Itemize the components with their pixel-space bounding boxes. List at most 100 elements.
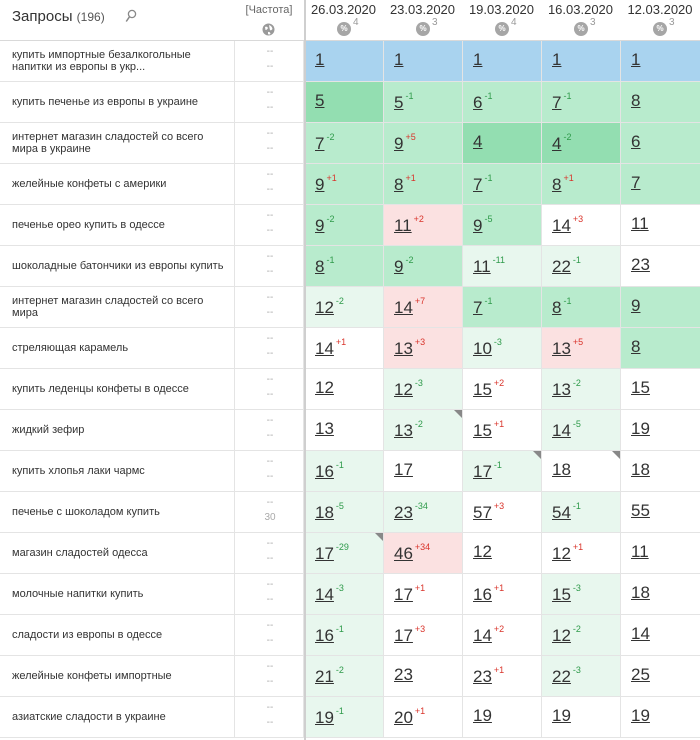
position-link[interactable]: 12 — [473, 542, 492, 562]
percent-icon[interactable]: % — [495, 22, 509, 36]
position-link[interactable]: 10 -3 — [473, 337, 502, 359]
position-link[interactable]: 17 -1 — [473, 460, 502, 482]
percent-icon[interactable]: % — [337, 22, 351, 36]
query-text[interactable]: шоколадные батончики из европы купить — [12, 260, 224, 272]
query-text[interactable]: интернет магазин сладостей со всего мира — [12, 295, 204, 319]
position-link[interactable]: 19 — [552, 706, 571, 726]
position-link[interactable]: 16 -1 — [315, 460, 344, 482]
position-link[interactable]: 8 -1 — [552, 296, 571, 318]
position-link[interactable]: 9 — [631, 296, 640, 316]
date-column-header[interactable]: 26.03.2020 — [310, 2, 377, 17]
query-text[interactable]: молочные напитки купить — [12, 588, 144, 600]
position-link[interactable]: 19 — [473, 706, 492, 726]
position-link[interactable]: 14 +7 — [394, 296, 425, 318]
position-link[interactable]: 6 -1 — [473, 91, 492, 113]
position-link[interactable]: 7 -2 — [315, 132, 334, 154]
position-link[interactable]: 7 -1 — [473, 173, 492, 195]
position-link[interactable]: 19 — [631, 706, 650, 726]
query-text[interactable]: интернет магазин сладостей со всего мира… — [12, 131, 204, 155]
position-link[interactable]: 9 -2 — [315, 214, 334, 236]
position-link[interactable]: 8 — [631, 337, 640, 357]
query-text[interactable]: стреляющая карамель — [12, 342, 129, 354]
position-link[interactable]: 13 — [315, 419, 334, 439]
position-link[interactable]: 9 -2 — [394, 255, 413, 277]
position-link[interactable]: 11 — [631, 214, 649, 234]
note-corner-icon[interactable] — [375, 533, 383, 541]
position-link[interactable]: 23 — [394, 665, 413, 685]
position-link[interactable]: 13 -2 — [394, 419, 423, 441]
queries-header[interactable]: Запросы (196) — [12, 8, 105, 25]
position-link[interactable]: 23 -34 — [394, 501, 428, 523]
position-link[interactable]: 11 -11 — [473, 255, 505, 277]
position-link[interactable]: 57 +3 — [473, 501, 504, 523]
position-link[interactable]: 1 — [315, 50, 324, 70]
note-corner-icon[interactable] — [533, 451, 541, 459]
position-link[interactable]: 5 -1 — [394, 91, 413, 113]
position-link[interactable]: 11 — [631, 542, 649, 562]
position-link[interactable]: 7 -1 — [473, 296, 492, 318]
position-link[interactable]: 12 — [315, 378, 334, 398]
query-text[interactable]: печенье с шоколадом купить — [12, 506, 160, 518]
position-link[interactable]: 13 -2 — [552, 378, 581, 400]
position-link[interactable]: 8 +1 — [552, 173, 574, 195]
query-text[interactable]: жидкий зефир — [12, 424, 85, 436]
position-link[interactable]: 7 -1 — [552, 91, 571, 113]
date-column-header[interactable]: 12.03.2020 — [627, 2, 693, 17]
note-corner-icon[interactable] — [454, 410, 462, 418]
position-link[interactable]: 12 -2 — [552, 624, 581, 646]
position-link[interactable]: 14 +2 — [473, 624, 504, 646]
frequency-header[interactable]: [Частота] — [245, 4, 293, 16]
position-link[interactable]: 8 — [631, 91, 640, 111]
position-link[interactable]: 13 +5 — [552, 337, 583, 359]
position-link[interactable]: 14 -3 — [315, 583, 344, 605]
query-text[interactable]: магазин сладостей одесса — [12, 547, 148, 559]
position-link[interactable]: 13 +3 — [394, 337, 425, 359]
position-link[interactable]: 14 -5 — [552, 419, 581, 441]
position-link[interactable]: 17 +1 — [394, 583, 425, 605]
query-text[interactable]: купить печенье из европы в украине — [12, 96, 199, 108]
position-link[interactable]: 12 -3 — [394, 378, 423, 400]
position-link[interactable]: 18 -5 — [315, 501, 344, 523]
position-link[interactable]: 12 -2 — [315, 296, 344, 318]
position-link[interactable]: 19 — [631, 419, 650, 439]
position-link[interactable]: 11 +2 — [394, 214, 424, 236]
position-link[interactable]: 15 +2 — [473, 378, 504, 400]
position-link[interactable]: 12 +1 — [552, 542, 583, 564]
position-link[interactable]: 14 +3 — [552, 214, 583, 236]
position-link[interactable]: 14 +1 — [315, 337, 346, 359]
query-text[interactable]: купить импортные безалкогольные напитки … — [12, 49, 191, 73]
position-link[interactable]: 4 — [473, 132, 482, 152]
query-text[interactable]: печенье орео купить в одессе — [12, 219, 165, 231]
position-link[interactable]: 16 +1 — [473, 583, 504, 605]
percent-icon[interactable]: % — [653, 22, 667, 36]
date-column-header[interactable]: 23.03.2020 — [389, 2, 456, 17]
position-link[interactable]: 9 -5 — [473, 214, 492, 236]
position-link[interactable]: 8 +1 — [394, 173, 416, 195]
query-text[interactable]: купить леденцы конфеты в одессе — [12, 383, 189, 395]
globe-icon[interactable] — [262, 23, 275, 36]
position-link[interactable]: 55 — [631, 501, 650, 521]
position-link[interactable]: 25 — [631, 665, 650, 685]
position-link[interactable]: 23 — [631, 255, 650, 275]
position-link[interactable]: 4 -2 — [552, 132, 571, 154]
query-text[interactable]: желейные конфеты с америки — [12, 178, 167, 190]
position-link[interactable]: 7 — [631, 173, 640, 193]
position-link[interactable]: 1 — [394, 50, 403, 70]
date-column-header[interactable]: 16.03.2020 — [547, 2, 614, 17]
position-link[interactable]: 18 — [631, 583, 650, 603]
date-column-header[interactable]: 19.03.2020 — [468, 2, 535, 17]
position-link[interactable]: 20 +1 — [394, 706, 425, 728]
position-link[interactable]: 22 -3 — [552, 665, 581, 687]
position-link[interactable]: 15 — [631, 378, 650, 398]
position-link[interactable]: 15 -3 — [552, 583, 581, 605]
position-link[interactable]: 18 — [552, 460, 571, 480]
position-link[interactable]: 5 — [315, 91, 324, 111]
position-link[interactable]: 23 +1 — [473, 665, 504, 687]
position-link[interactable]: 9 +5 — [394, 132, 416, 154]
query-text[interactable]: азиатские сладости в украине — [12, 711, 166, 723]
position-link[interactable]: 14 — [631, 624, 650, 644]
position-link[interactable]: 9 +1 — [315, 173, 337, 195]
position-link[interactable]: 17 +3 — [394, 624, 425, 646]
position-link[interactable]: 21 -2 — [315, 665, 344, 687]
position-link[interactable]: 8 -1 — [315, 255, 334, 277]
